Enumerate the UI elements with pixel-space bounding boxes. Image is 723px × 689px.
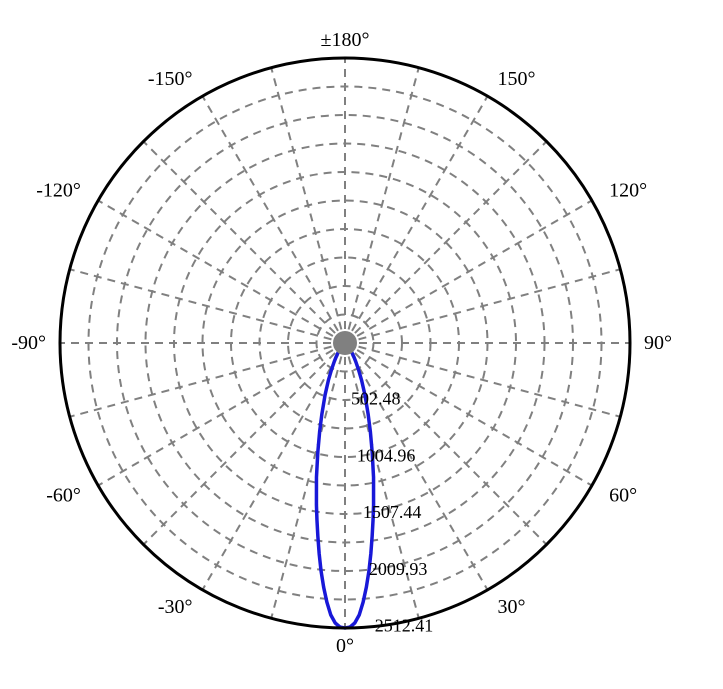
angle-tick-label: 150° (498, 68, 536, 90)
polar-chart: 502.48 1004.96 1507.44 2009.93 2512.41 ±180°… (0, 0, 723, 689)
radial-tick-label: 2512.41 (375, 615, 434, 635)
angle-tick-label: 90° (644, 332, 672, 354)
angle-tick-label: -150° (148, 68, 193, 90)
angle-tick-label: 120° (609, 180, 647, 202)
radial-tick-label: 1004.96 (357, 445, 416, 465)
center-dot (333, 331, 357, 355)
radial-tick-label: 502.48 (351, 389, 401, 409)
radial-tick-label: 2009.93 (369, 559, 428, 579)
radial-tick-label: 1507.44 (363, 502, 422, 522)
angle-tick-label: -30° (158, 596, 193, 618)
angle-tick-label: 30° (498, 596, 526, 618)
angle-tick-label: 60° (609, 485, 637, 507)
angle-tick-label: ±180° (321, 29, 370, 51)
angle-tick-label: 0° (336, 635, 354, 657)
angle-tick-label: -60° (46, 485, 81, 507)
angle-tick-label: -120° (36, 180, 81, 202)
angle-tick-label: -90° (11, 332, 46, 354)
